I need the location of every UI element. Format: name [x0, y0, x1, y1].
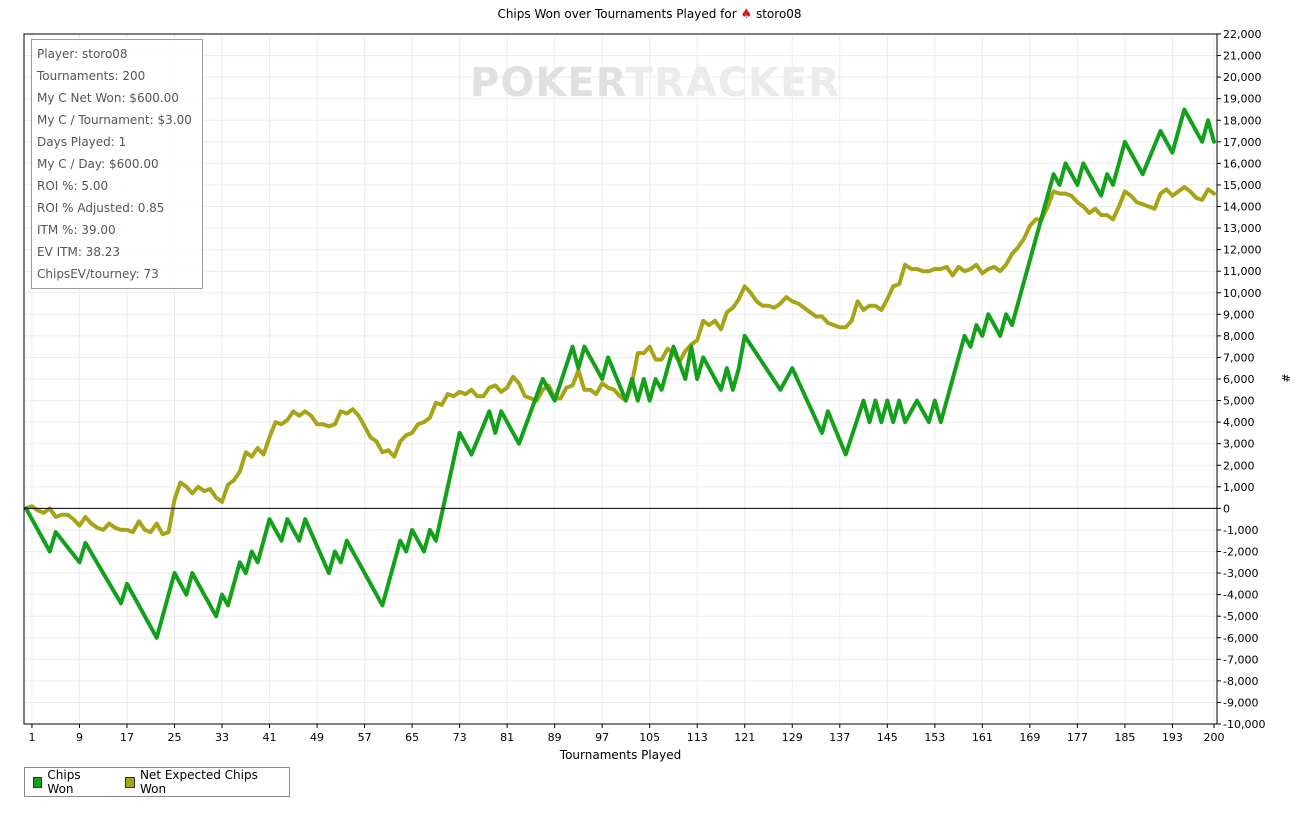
- y-tick-label: 8,000: [1223, 330, 1255, 343]
- x-tick-label: 153: [924, 731, 945, 744]
- x-tick-label: 193: [1162, 731, 1183, 744]
- y-tick-label: 15,000: [1223, 179, 1262, 192]
- y-tick-label: 18,000: [1223, 114, 1262, 127]
- series-lines: [24, 107, 1216, 640]
- y-tick-label: -8,000: [1223, 675, 1258, 688]
- chart-title: Chips Won over Tournaments Played for ♠ …: [0, 7, 1299, 22]
- x-tick-label: 49: [310, 731, 324, 744]
- stat-per-tournament: My C / Tournament: $3.00: [37, 113, 192, 127]
- x-tick-label: 73: [453, 731, 467, 744]
- legend-swatch-chips-won: [33, 776, 43, 788]
- y-tick-label: 16,000: [1223, 157, 1262, 170]
- y-tick-label: -4,000: [1223, 589, 1258, 602]
- x-tick-label: 145: [877, 731, 898, 744]
- x-tick-label: 25: [168, 731, 182, 744]
- stat-player: Player: storo08: [37, 47, 128, 61]
- y-tick-label: 9,000: [1223, 308, 1255, 321]
- x-tick-label: 17: [120, 731, 134, 744]
- y-tick-label: -10,000: [1223, 718, 1265, 731]
- stat-roi-adjusted: ROI % Adjusted: 0.85: [37, 201, 165, 215]
- y-tick-label: 20,000: [1223, 71, 1262, 84]
- x-tick-label: 81: [500, 731, 514, 744]
- x-tick-label: 121: [734, 731, 755, 744]
- y-tick-label: 7,000: [1223, 351, 1255, 364]
- stat-days-played: Days Played: 1: [37, 135, 127, 149]
- watermark-part2: TRACKER: [625, 60, 841, 106]
- stat-chipsev: ChipsEV/tourney: 73: [37, 267, 159, 281]
- y-tick-label: 1,000: [1223, 481, 1255, 494]
- x-tick-label: 105: [639, 731, 660, 744]
- x-tick-label: 177: [1067, 731, 1088, 744]
- y-tick-label: -1,000: [1223, 524, 1258, 537]
- y-tick-label: 2,000: [1223, 459, 1255, 472]
- x-tick-label: 9: [76, 731, 83, 744]
- y-tick-label: 22,000: [1223, 28, 1262, 41]
- x-tick-label: 161: [972, 731, 993, 744]
- x-tick-label: 65: [405, 731, 419, 744]
- legend-swatch-net-expected: [125, 776, 135, 788]
- x-tick-label: 89: [548, 731, 562, 744]
- y-tick-label: 19,000: [1223, 93, 1262, 106]
- legend-label-chips-won: Chips Won: [47, 768, 81, 796]
- stats-box: Player: storo08 Tournaments: 200 My C Ne…: [31, 39, 203, 289]
- chart-title-player: storo08: [755, 7, 802, 21]
- y-tick-label: -2,000: [1223, 546, 1258, 559]
- x-tick-label: 1: [28, 731, 35, 744]
- stat-per-day: My C / Day: $600.00: [37, 157, 159, 171]
- pokertracker-watermark-logo: POKERTRACKER: [470, 60, 840, 106]
- y-tick-label: -7,000: [1223, 653, 1258, 666]
- legend-item-net-expected[interactable]: Net Expected Chips Won: [125, 768, 263, 796]
- x-tick-label: 129: [782, 731, 803, 744]
- stat-ev-itm: EV ITM: 38.23: [37, 245, 121, 259]
- watermark-part1: POKER: [470, 60, 626, 106]
- x-tick-label: 97: [595, 731, 609, 744]
- stat-roi: ROI %: 5.00: [37, 179, 109, 193]
- x-tick-label: 200: [1204, 731, 1225, 744]
- x-tick-label: 113: [687, 731, 708, 744]
- y-tick-label: 12,000: [1223, 244, 1262, 257]
- x-tick-label: 57: [358, 731, 372, 744]
- x-axis-label: Tournaments Played: [559, 748, 681, 762]
- y-tick-label: -9,000: [1223, 696, 1258, 709]
- x-tick-label: 41: [263, 731, 277, 744]
- y-tick-label: 17,000: [1223, 136, 1262, 149]
- spade-icon: ♠: [740, 7, 753, 22]
- x-tick-label: 137: [829, 731, 850, 744]
- y-tick-label: 10,000: [1223, 287, 1262, 300]
- y-tick-label: 21,000: [1223, 50, 1262, 63]
- chart-legend: Chips Won Net Expected Chips Won: [24, 767, 290, 797]
- y-tick-label: -5,000: [1223, 610, 1258, 623]
- y-tick-label: 6,000: [1223, 373, 1255, 386]
- chart-title-text: Chips Won over Tournaments Played for: [497, 7, 737, 21]
- y-tick-label: 5,000: [1223, 395, 1255, 408]
- y-tick-label: -3,000: [1223, 567, 1258, 580]
- axes: -10,000 -9,000 -8,000 -7,000 -6,000 -5,000 -4,…: [23, 28, 1292, 762]
- y-axis-label: #: [1279, 373, 1292, 382]
- y-tick-label: 11,000: [1223, 265, 1262, 278]
- y-tick-label: 13,000: [1223, 222, 1262, 235]
- stat-itm: ITM %: 39.00: [37, 223, 116, 237]
- y-tick-label: -6,000: [1223, 632, 1258, 645]
- y-tick-label: 0: [1223, 502, 1230, 515]
- x-tick-label: 169: [1019, 731, 1040, 744]
- legend-label-net-expected: Net Expected Chips Won: [139, 768, 258, 796]
- series-line-chips-won: [24, 107, 1216, 640]
- x-tick-label: 185: [1114, 731, 1135, 744]
- series-line-net-expected-chips-won: [24, 185, 1216, 537]
- x-tick-label: 33: [215, 731, 229, 744]
- y-tick-label: 14,000: [1223, 201, 1262, 214]
- y-tick-label: 3,000: [1223, 438, 1255, 451]
- legend-item-chips-won[interactable]: Chips Won: [33, 768, 99, 796]
- stat-net-won: My C Net Won: $600.00: [37, 91, 179, 105]
- y-tick-label: 4,000: [1223, 416, 1255, 429]
- stat-tournaments: Tournaments: 200: [37, 69, 146, 83]
